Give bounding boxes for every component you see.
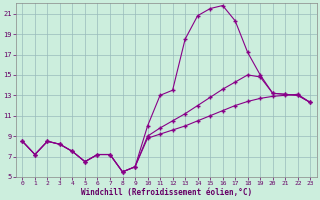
X-axis label: Windchill (Refroidissement éolien,°C): Windchill (Refroidissement éolien,°C) [81,188,252,197]
